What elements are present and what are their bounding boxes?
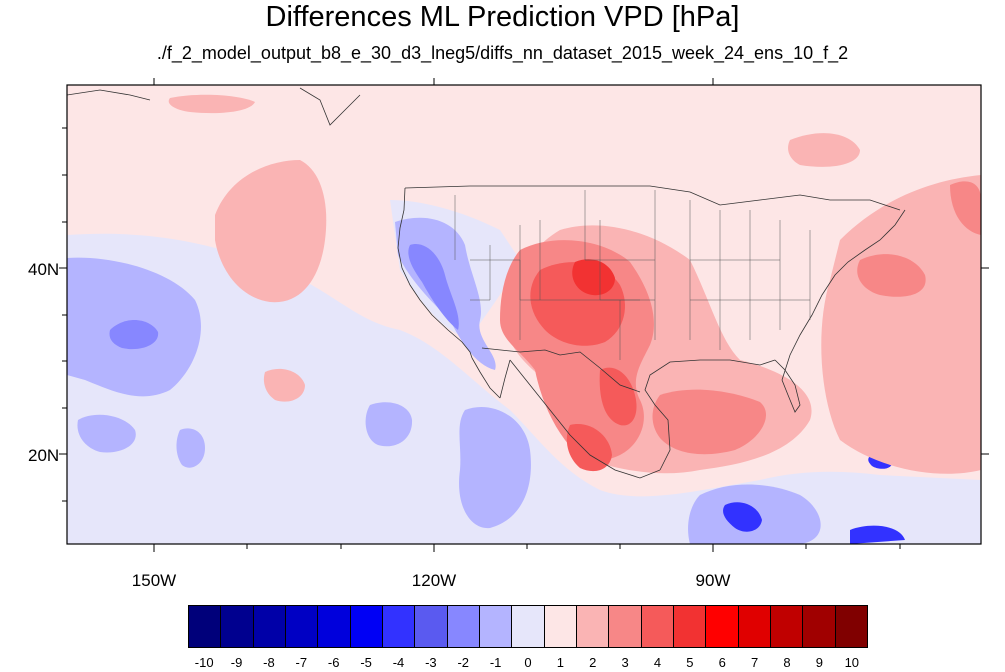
pacific-pink-patch-5 (263, 368, 305, 402)
us-west-coast-line (397, 187, 473, 359)
colorbar-swatch (770, 606, 804, 647)
colorbar-swatch (609, 606, 642, 647)
central-america-blue-core (723, 502, 762, 532)
colorbar-label: 10 (844, 655, 860, 670)
colorbar-swatch (285, 606, 319, 647)
map-subtitle: ./f_2_model_output_b8_e_30_d3_lneg5/diff… (156, 43, 849, 63)
colorbar-swatch (512, 606, 545, 647)
colorbar-label: 8 (783, 655, 791, 670)
colorbar-label: -1 (489, 655, 502, 670)
colorbar-label: 1 (556, 655, 564, 670)
colorbar-swatch (221, 606, 254, 647)
colorbar-label: 2 (589, 655, 597, 670)
colorbar-swatch (415, 606, 448, 647)
west-mexico-red-patch (566, 424, 612, 472)
lat-label-20n: 20N (28, 446, 60, 465)
colorbar-label: -2 (457, 655, 470, 670)
west-coast-blue-core (408, 244, 459, 330)
colorbar-label: -8 (263, 655, 275, 670)
colorbar-labels: -10 -9 -8 -7 -6 -5 -4 -3 -2 -1 0 1 2 3 4 5 6 7 8 9 10 (188, 655, 868, 672)
map-title: Differences ML Prediction VPD [hPa] (265, 1, 740, 33)
colorbar-label: 6 (718, 655, 726, 670)
atlantic-red-patch (857, 254, 926, 297)
colorbar-label: -5 (360, 655, 372, 670)
colorbar-swatch (253, 606, 286, 647)
colorbar-swatch (189, 606, 222, 647)
hawaii-blue-patch (77, 414, 136, 453)
us-mexico-border-line (481, 347, 641, 393)
mexico-west-coast-line (509, 359, 661, 479)
colorbar-label: -9 (230, 655, 243, 670)
mid-pacific-blue-patch (459, 406, 531, 529)
colorbar-label: 7 (751, 655, 759, 670)
colorbar-label: 4 (653, 655, 662, 670)
colorbar-label: 3 (621, 655, 629, 670)
colorbar-swatch (706, 606, 739, 647)
colorbar-swatch (479, 606, 513, 647)
us-east-coast-line (781, 209, 906, 381)
colorbar-label: -4 (392, 655, 405, 670)
colorbar-swatch (673, 606, 707, 647)
atlantic-red-patch-2 (950, 181, 981, 235)
colorbar-label: 0 (524, 655, 532, 670)
lon-label-90w: 90W (695, 571, 731, 590)
southwest-deep-red-core (572, 259, 615, 296)
lat-label-40n: 40N (28, 260, 60, 279)
pacific-light-blue-region (67, 233, 981, 544)
colorbar-label: -6 (327, 655, 340, 670)
colorbar-label: 5 (686, 655, 694, 670)
colorbar-swatch (350, 606, 383, 647)
mexico-red-region (652, 389, 766, 455)
alaska-coast-line (67, 87, 361, 126)
colorbar-label: 9 (815, 655, 824, 670)
colorbar-label: -3 (425, 655, 437, 670)
north-pacific-pink-patch (168, 94, 255, 114)
colorbar-label: -7 (295, 655, 308, 670)
colorbar-swatch (738, 606, 771, 647)
gulf-coast-line (644, 359, 776, 471)
colorbar-swatch (382, 606, 416, 647)
colorbar-label: -10 (194, 655, 214, 670)
pacific-blue-patch-4 (176, 428, 205, 468)
texas-red-strip (599, 367, 637, 426)
baja-coast-line (471, 357, 511, 399)
vpd-difference-map (59, 78, 989, 552)
east-atlantic-pink-region (821, 175, 981, 474)
pacific-blue-patch-core (109, 320, 159, 350)
lon-label-150w: 150W (131, 571, 177, 590)
colorbar-swatch (447, 606, 480, 647)
colorbar-swatch (641, 606, 674, 647)
pacific-blue-patch-3 (365, 402, 413, 447)
northeast-pink-patch (788, 133, 860, 167)
lon-label-120w: 120W (411, 571, 457, 590)
colorbar-swatch (803, 606, 836, 647)
north-pacific-pink-blob (215, 160, 327, 303)
colorbar-swatch (318, 606, 351, 647)
south-east-blue-spot (850, 525, 905, 544)
us-canada-border-line (404, 185, 901, 211)
colorbar-swatch (544, 606, 577, 647)
state-borders-grid (454, 190, 811, 360)
colorbar (188, 605, 868, 648)
colorbar-swatch (835, 606, 867, 647)
colorbar-swatch (576, 606, 610, 647)
